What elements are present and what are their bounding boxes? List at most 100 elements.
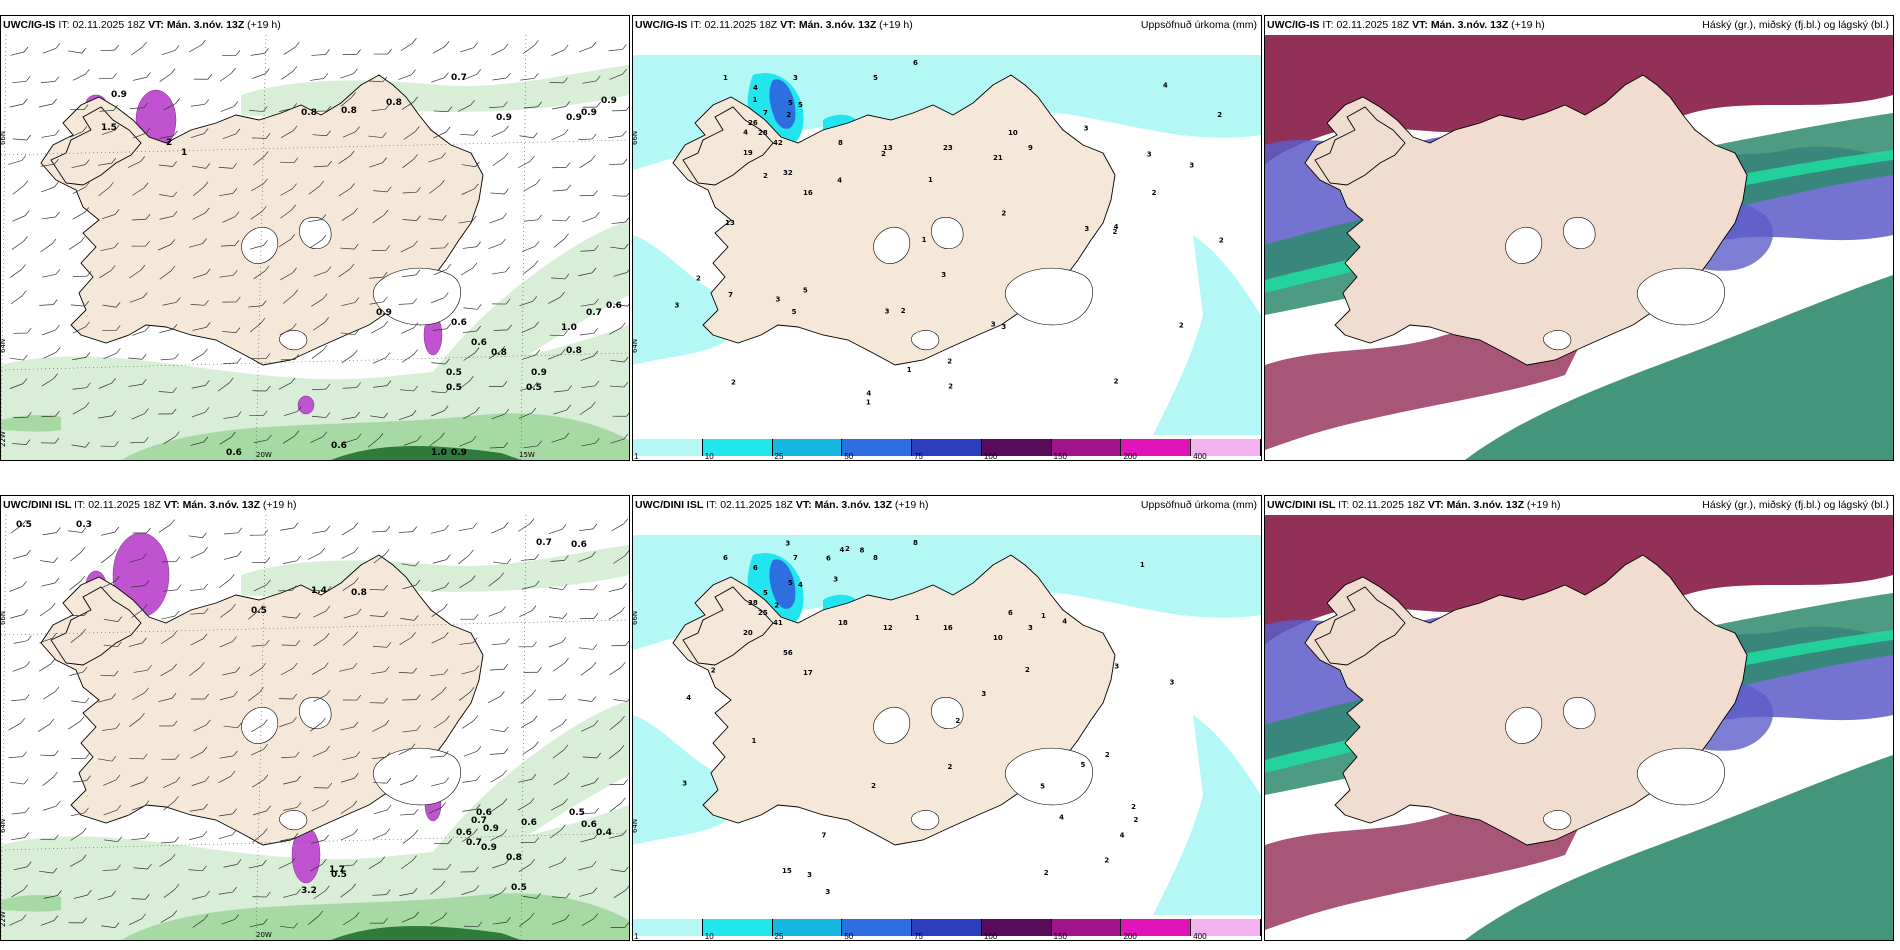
wind-barb-flag <box>293 832 299 839</box>
wind-barb-shaft <box>223 725 238 729</box>
wind-barb-flag <box>176 584 182 590</box>
wind-barb-flag <box>25 661 30 667</box>
precip-value-label: 4 <box>1059 814 1064 822</box>
colorbar-tick-label: 400 <box>1193 452 1207 461</box>
wind-barb-flag <box>142 41 147 48</box>
wind-barb-shaft <box>521 585 536 590</box>
wind-barb-shaft <box>462 833 474 843</box>
wind-barb-shaft <box>579 406 592 415</box>
wind-barb-shaft <box>609 802 622 812</box>
wind-barb-flag <box>321 234 327 241</box>
wind-barb-shaft <box>402 219 417 221</box>
wind-value-label: 3.2 <box>301 886 317 896</box>
it-label: IT: <box>74 499 86 511</box>
wind-barb-shaft <box>98 758 113 762</box>
wind-barb-flag <box>109 181 114 188</box>
wind-barb-shaft <box>433 110 448 113</box>
wind-barb-flag <box>84 300 90 307</box>
wind-barb-flag <box>292 693 298 700</box>
wind-barb-shaft <box>459 642 474 645</box>
precip-value-label: 3 <box>1001 323 1006 331</box>
wind-barb-flag <box>385 828 391 834</box>
wind-barb-flag <box>537 440 542 447</box>
wind-barb-flag <box>200 662 205 668</box>
map-wind[interactable]: 0.5 0.3 0.7 0.6 1.4 0.8 0.5 0.6 0.9 0.7 0.6 0.8 0.5 3… <box>1 515 629 940</box>
wind-barb-flag <box>174 796 179 802</box>
precip-value-label: 3 <box>1084 225 1089 233</box>
wind-barb-shaft <box>550 559 565 562</box>
wind-barb-shaft <box>401 101 414 110</box>
wind-barb-shaft <box>163 589 178 592</box>
wind-barb-shaft <box>432 46 446 54</box>
wind-barb-flag <box>25 694 30 700</box>
wind-barb-flag <box>473 613 479 620</box>
wind-barb-flag <box>85 442 90 448</box>
wind-barb-shaft <box>251 779 265 788</box>
map-wind[interactable]: 0.7 0.8 0.9 0.8 0.9 0.9 0.8 0.9 0.6 0.5 0.5 0.6 0.8 1… <box>1 35 629 460</box>
wind-band <box>331 925 521 940</box>
lat-line <box>1 832 629 851</box>
wind-barb-flag <box>537 667 542 673</box>
wind-barb-shaft <box>131 609 144 618</box>
wind-barb-shaft <box>458 554 470 565</box>
wind-barb-flag <box>413 154 418 160</box>
precip-value-label: 4 <box>798 581 803 589</box>
wind-barb-flag <box>564 555 569 561</box>
wind-barb-flag <box>117 641 122 647</box>
wind-barb-shaft <box>463 925 478 928</box>
map-cloud[interactable] <box>1265 515 1893 940</box>
wind-barb-flag <box>292 66 298 72</box>
wind-barbs <box>8 37 629 449</box>
wind-barb-flag <box>534 40 539 46</box>
wind-barb-shaft <box>98 895 112 901</box>
panel-title: Háský (gr.), miðský (fj.bl.) og lágský (… <box>1702 499 1889 511</box>
wind-barb-shaft <box>9 357 24 361</box>
wind-barb-shaft <box>580 385 595 389</box>
wind-barb-shaft <box>523 183 537 192</box>
wind-barb-shaft <box>313 589 328 592</box>
wind-barb-flag <box>593 613 599 619</box>
wind-barb-shaft <box>159 328 174 333</box>
wind-barb-flag <box>563 744 569 751</box>
wind-barb-shaft <box>310 239 323 248</box>
wind-barb-flag <box>52 867 58 874</box>
map-precip[interactable]: 8 8 7 6 5 6 5 4 38 25 20 41 56 17 18 12 16 10 6 3 1 2 3 4 2 5 2 3 2 1… <box>633 515 1261 915</box>
wind-barb-flag <box>476 241 481 247</box>
wind-barb-shaft <box>371 108 386 112</box>
wind-barb-shaft <box>520 720 534 728</box>
wind-barb-shaft <box>369 301 384 305</box>
wind-barb-shaft <box>611 523 624 532</box>
wind-barb-flag <box>203 128 209 134</box>
wind-barb-shaft <box>132 692 145 700</box>
lat-label: 64N <box>1 819 7 833</box>
wind-barb-flag <box>53 557 58 563</box>
wind-barb-flag <box>353 859 358 866</box>
wind-barb-shaft <box>310 839 325 844</box>
wind-barb-flag <box>591 267 597 274</box>
iceland-landmass <box>40 74 484 366</box>
high-cloud <box>1265 330 1585 450</box>
map-cloud[interactable] <box>1265 35 1893 460</box>
iceland-map <box>1304 554 1748 846</box>
wind-barb-flag <box>626 192 629 197</box>
lat-label: 66N <box>633 131 639 145</box>
precip-value-label: 2 <box>1001 209 1006 217</box>
colorbar-swatch <box>1121 439 1192 456</box>
colorbar-swatches <box>633 919 1261 936</box>
wind-barb-shaft <box>520 77 535 81</box>
wind-barb-shaft <box>551 219 566 222</box>
wind-value-label: 0.8 <box>386 98 402 108</box>
wind-barb-flag <box>382 271 388 278</box>
panel-header: UWC/IG-IS IT: 02.11.2025 18Z VT: Mán. 3.… <box>633 16 1261 35</box>
wind-barb-shaft <box>192 273 207 279</box>
wind-barb-shaft <box>10 51 25 56</box>
wind-barb-shaft <box>581 918 594 927</box>
wind-barb-flag <box>262 859 267 866</box>
precip-value-label: 26 <box>748 119 758 127</box>
wind-barb-flag <box>115 302 121 308</box>
wind-barb-shaft <box>131 837 146 841</box>
wind-barb-flag <box>561 824 566 831</box>
map-precip[interactable]: 6 5 3 1 5 4 7 5 26 28 19 42 32 16 8 13 23 21 10 9 3 2 4 3 2 2 1 3 2 2… <box>633 35 1261 435</box>
wind-barb-flag <box>476 69 482 75</box>
wind-barb-shaft <box>490 834 504 841</box>
